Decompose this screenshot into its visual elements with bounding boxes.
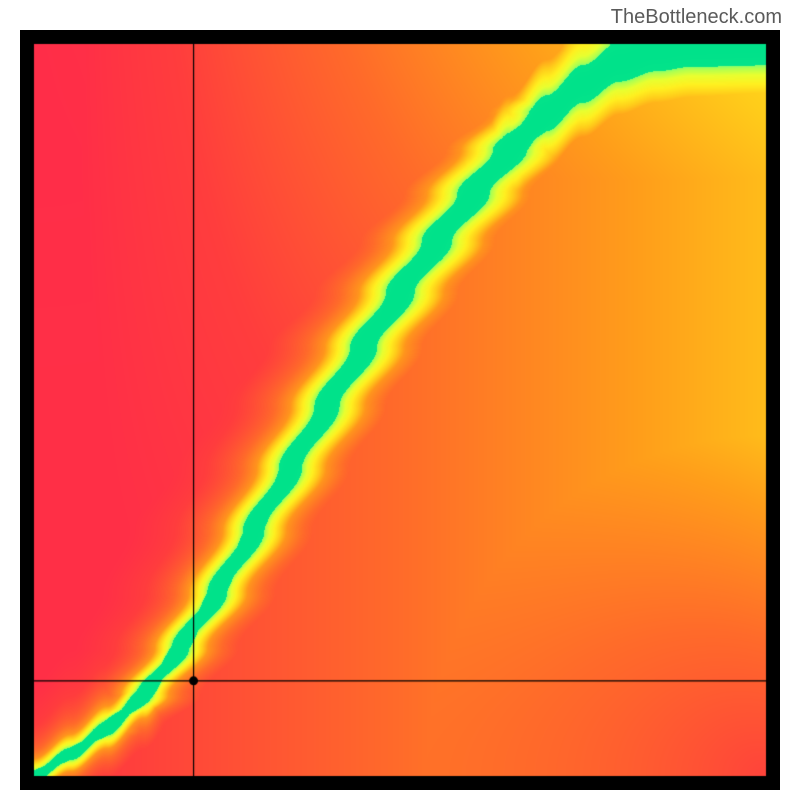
heatmap-plot (20, 30, 780, 790)
watermark-text: TheBottleneck.com (611, 6, 782, 29)
heatmap-canvas (20, 30, 780, 790)
chart-container: TheBottleneck.com (0, 0, 800, 800)
